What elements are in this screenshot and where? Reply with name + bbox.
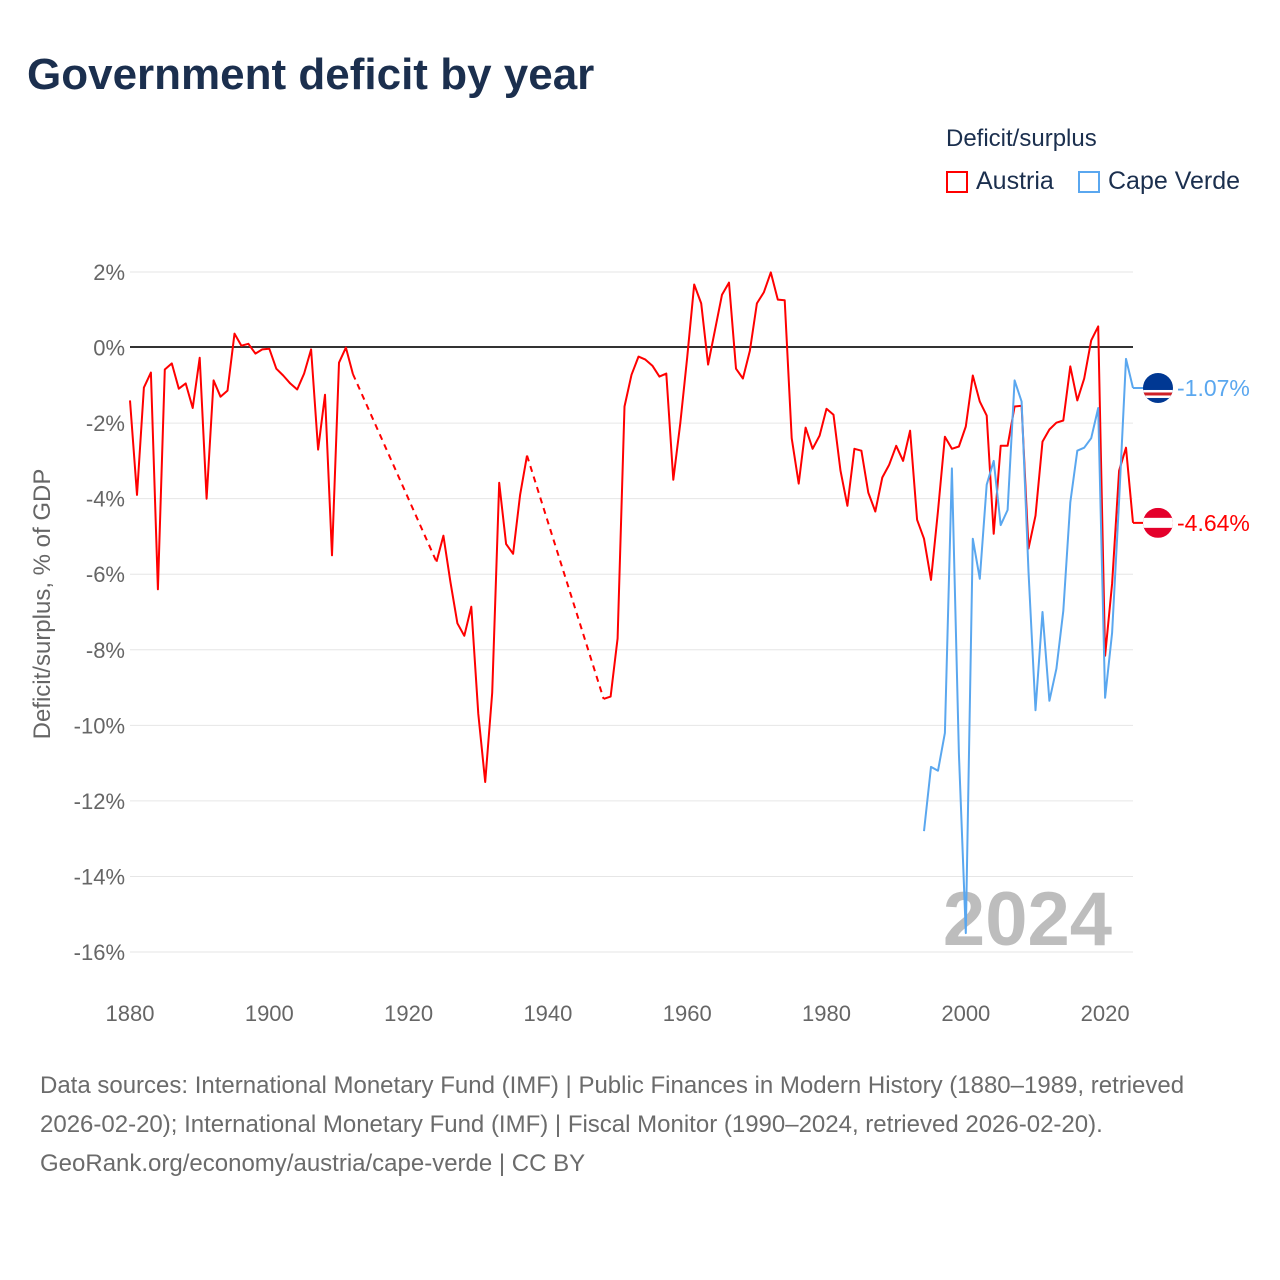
y-tick-label: -4% [86,487,125,512]
footer: Data sources: International Monetary Fun… [40,1066,1240,1183]
y-tick-label: -2% [86,411,125,436]
end-value-label-austria: -4.64% [1177,510,1250,536]
year-watermark: 2024 [943,877,1112,962]
legend-swatch-cape-verde [1078,170,1100,193]
gap-connector-austria [526,455,605,700]
x-tick-label: 1920 [384,1001,433,1026]
x-tick-label: 1940 [523,1001,572,1026]
series-line-austria[interactable] [603,271,1134,700]
series-line-cape-verde[interactable] [923,357,1134,935]
legend-item-austria[interactable]: Austria [946,167,1054,196]
legend-label-cape-verde: Cape Verde [1108,167,1241,195]
credit-link[interactable]: GeoRank.org/economy/austria/cape-verde |… [40,1150,586,1177]
legend-title: Deficit/surplus [946,125,1097,152]
flag-icon-cape-verde [1143,372,1173,403]
chart-title: Government deficit by year [27,50,595,99]
x-tick-label: 1880 [106,1001,155,1026]
gridlines: 2% 0% -2% -4% -6% -8% -10% -12% -14% -16% 1880 1900… [74,260,1133,1026]
x-tick-label: 1960 [663,1001,712,1026]
x-tick-label: 2000 [941,1001,990,1026]
series-lines [129,271,1158,935]
legend-swatch-austria [946,170,968,193]
y-tick-label: 0% [93,336,125,361]
legend-label-austria: Austria [976,167,1054,195]
y-tick-label: -12% [74,789,125,814]
line-chart: 2% 0% -2% -4% -6% -8% -10% -12% -14% -16% 1880 1900… [29,260,1250,1026]
x-tick-label: 1980 [802,1001,851,1026]
y-tick-label: -6% [86,562,125,587]
y-tick-label: -8% [86,638,125,663]
legend-item-cape-verde[interactable]: Cape Verde [1078,167,1240,196]
x-tick-label: 2020 [1081,1001,1130,1026]
x-tick-label: 1900 [245,1001,294,1026]
end-value-label-cape-verde: -1.07% [1177,375,1250,401]
series-line-austria[interactable] [435,455,528,783]
y-tick-label: 2% [93,260,125,285]
y-tick-label: -16% [74,940,125,965]
series-line-austria[interactable] [129,332,354,591]
y-axis-label: Deficit/surplus, % of GDP [29,469,56,740]
end-labels: -4.64% -1.07% [1143,372,1250,538]
flag-icon-austria [1143,507,1173,538]
data-sources: Data sources: International Monetary Fun… [40,1072,1185,1138]
y-tick-label: -10% [74,713,125,738]
y-tick-label: -14% [74,864,125,889]
gap-connector-austria [351,373,438,563]
